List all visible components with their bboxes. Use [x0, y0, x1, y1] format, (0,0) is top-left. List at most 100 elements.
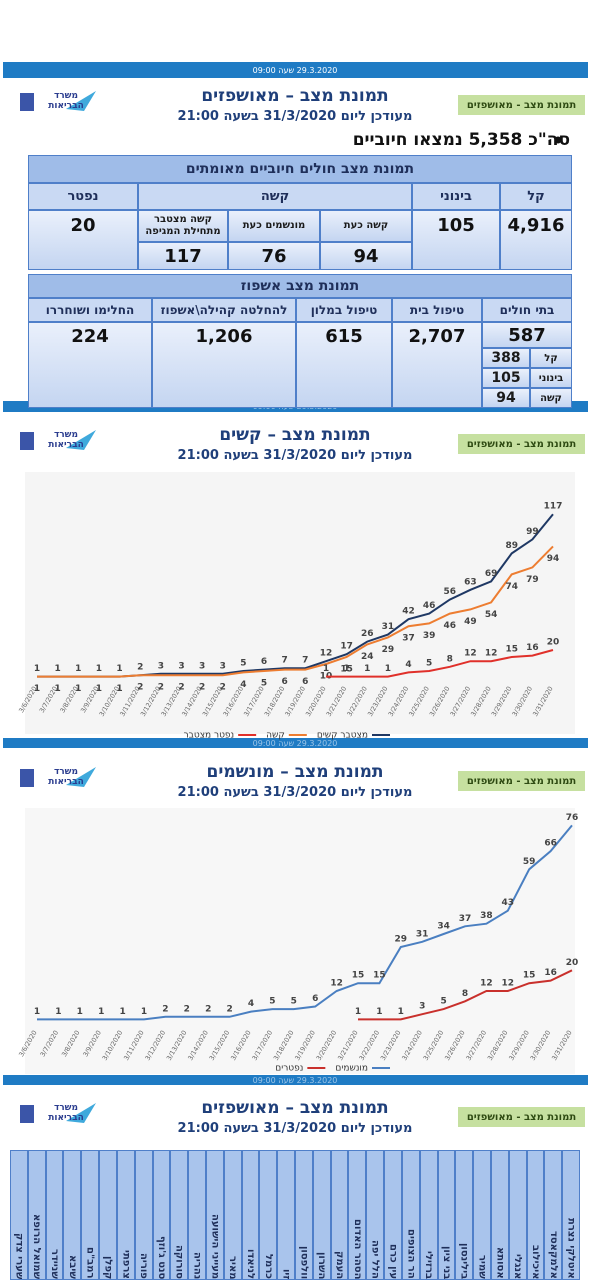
data-label: 94	[547, 554, 560, 564]
data-label: 5	[426, 659, 432, 669]
data-label: 12	[320, 649, 333, 659]
legend-label: נפטר מצטבר	[184, 731, 235, 741]
data-label: 1	[96, 684, 102, 694]
data-label: 10	[320, 672, 333, 682]
data-label: 1	[141, 1007, 147, 1017]
legend-label: קשה	[266, 731, 285, 741]
hospital-head: שמואל הרופא	[27, 1150, 46, 1280]
col-head: להחלטה קהילה\אשפוז	[152, 298, 296, 322]
logo-mark	[66, 91, 96, 111]
cell-value: 615	[296, 322, 392, 408]
logo-text: משרד הבריאות	[48, 1105, 84, 1121]
x-tick-label: 3/17/2020	[251, 1029, 275, 1062]
data-label: 69	[485, 569, 498, 579]
col-head: טיפול במלון	[296, 298, 392, 322]
data-label: 2	[178, 683, 184, 693]
x-tick-label: 3/31/2020	[550, 1029, 574, 1062]
banner: 29.3.2020 שעה 09:00	[252, 738, 338, 748]
banner: 29.3.2020 שעה 09:00	[252, 65, 338, 75]
x-tick-label: 3/25/2020	[422, 1029, 446, 1062]
sub-head: קשה מצטבר מתחילת המגיפה	[138, 210, 228, 242]
hospital-head: קפלן	[99, 1150, 117, 1280]
data-label: 29	[395, 934, 408, 944]
data-label: 3	[199, 661, 205, 671]
data-label: 2	[220, 683, 226, 693]
data-label: 1	[116, 684, 122, 694]
table-title: תמונת מצב אשפוז	[28, 274, 572, 298]
x-tick-label: 3/31/2020	[531, 685, 555, 718]
x-tick-label: 3/7/2020	[39, 1029, 61, 1058]
x-tick-label: 3/15/2020	[208, 1029, 232, 1062]
col-head: קל	[500, 183, 572, 210]
hospital-head: נהריה	[188, 1150, 206, 1280]
data-label: 37	[459, 914, 472, 924]
data-label: 15	[352, 971, 365, 981]
slide-title: תמונת מצב – קשים	[219, 425, 371, 445]
data-label: 2	[158, 683, 164, 693]
cell-value: 20	[28, 210, 138, 270]
data-label: 15	[340, 665, 353, 675]
x-tick-label: 3/23/2020	[379, 1029, 403, 1062]
x-tick-label: 3/8/2020	[60, 1029, 82, 1058]
hospital-head: צרפתי	[116, 1150, 135, 1280]
data-label: 15	[505, 645, 518, 655]
data-label: 2	[162, 1004, 168, 1014]
data-label: 20	[547, 638, 560, 648]
data-label: 12	[485, 649, 498, 659]
data-label: 5	[240, 659, 246, 669]
data-label: 5	[440, 997, 446, 1007]
data-label: 79	[526, 575, 539, 585]
hospital-head: לניאדו	[241, 1150, 260, 1280]
data-label: 31	[382, 622, 395, 632]
cell-value: 587	[482, 322, 572, 348]
data-label: 8	[447, 654, 453, 664]
logo-text: משרד הבריאות	[48, 432, 84, 448]
bullet	[554, 136, 562, 144]
hospital-head: אנגלי	[508, 1150, 527, 1280]
data-label: 5	[261, 679, 267, 689]
data-label: 26	[361, 629, 374, 639]
data-label: 1	[96, 664, 102, 674]
data-label: 1	[34, 684, 40, 694]
x-tick-label: 3/18/2020	[272, 1029, 296, 1062]
x-tick-label: 3/28/2020	[486, 1029, 510, 1062]
data-label: 49	[464, 617, 477, 627]
data-label: 1	[75, 664, 81, 674]
data-label: 1	[323, 664, 329, 674]
data-label: 29	[382, 645, 395, 655]
hospital-head: שיבא	[63, 1150, 82, 1280]
logo-text: משרד הבריאות	[48, 769, 84, 785]
data-label: 1	[98, 1007, 104, 1017]
logo-mark	[20, 93, 34, 111]
data-label: 16	[544, 968, 557, 978]
hospital-head: רמב"ם	[81, 1150, 100, 1280]
hospital-head: הסהר האדום	[348, 1150, 367, 1280]
data-label: 46	[423, 601, 436, 611]
legend-label: נפטרים	[275, 1064, 303, 1074]
line	[37, 824, 573, 1021]
slide-title: תמונת מצב – מאושפזים	[201, 1098, 389, 1118]
hospital-head: ברזילי	[419, 1150, 438, 1280]
data-label: 3	[158, 661, 164, 671]
data-label: 12	[464, 649, 477, 659]
legend-label: מצטבר קשים	[317, 731, 368, 741]
data-label: 2	[226, 1004, 232, 1014]
cell-value: 76	[228, 242, 320, 270]
hospital-head: כרמל	[259, 1150, 278, 1280]
data-label: 4	[248, 999, 254, 1009]
x-tick-label: 3/13/2020	[165, 1029, 189, 1062]
data-label: 24	[361, 652, 374, 662]
data-label: 1	[343, 664, 349, 674]
data-label: 6	[312, 994, 318, 1004]
sub-head: קשה כעת	[320, 210, 412, 242]
col-head: נפטר	[28, 183, 138, 210]
data-label: 1	[385, 664, 391, 674]
slide-title: תמונת מצב – מאושפזים	[201, 86, 389, 106]
data-label: 1	[116, 664, 122, 674]
data-label: 5	[269, 997, 275, 1007]
data-label: 20	[566, 958, 579, 968]
sub-label: בינוני	[530, 368, 572, 388]
hospital-head: הר הצופים	[401, 1150, 420, 1280]
data-label: 38	[480, 911, 493, 921]
